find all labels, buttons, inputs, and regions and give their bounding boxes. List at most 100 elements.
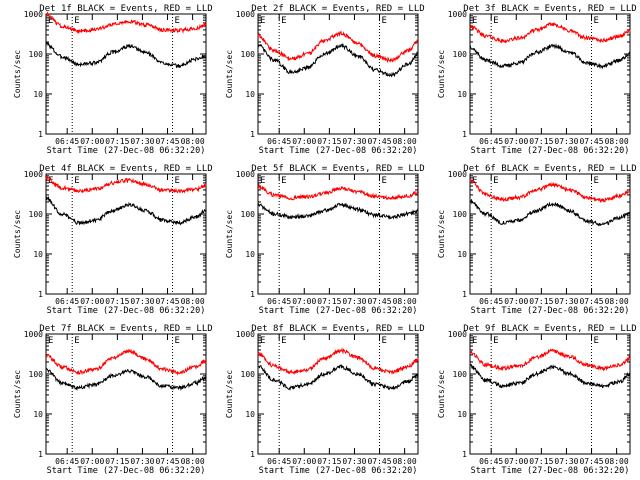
y-tick-label: 1 — [250, 290, 255, 299]
event-marker-label: E — [493, 176, 498, 186]
y-tick-label: 10 — [457, 250, 467, 259]
y-axis-label: Counts/sec — [225, 210, 234, 258]
x-axis-label: Start Time (27-Dec-08 06:32:20) — [471, 146, 630, 156]
panel-title: Det 3f BLACK = Events, RED = LLD — [463, 4, 636, 14]
panel-title: Det 5f BLACK = Events, RED = LLD — [251, 164, 424, 174]
x-tick-label: 07:30 — [554, 137, 578, 146]
start-marker-label: E — [48, 336, 53, 346]
x-tick-label: 07:45 — [155, 137, 179, 146]
x-tick-label: 07:15 — [105, 297, 129, 306]
y-axis-label: Counts/sec — [225, 370, 234, 418]
x-tick-label: 07:15 — [317, 137, 341, 146]
start-marker-label: E — [472, 16, 477, 26]
x-tick-label: 07:00 — [292, 457, 316, 466]
plot-frame — [469, 13, 631, 135]
lld-series-line — [257, 347, 419, 376]
x-tick-label: 08:00 — [393, 457, 417, 466]
y-tick-label: 10 — [245, 90, 255, 99]
y-tick-label: 1000 — [24, 10, 43, 19]
x-axis-label: Start Time (27-Dec-08 06:32:20) — [259, 306, 418, 316]
panel-title: Det 8f BLACK = Events, RED = LLD — [251, 324, 424, 334]
x-tick-label: 07:00 — [80, 457, 104, 466]
x-tick-label: 07:30 — [342, 137, 366, 146]
event-marker-label: E — [382, 176, 387, 186]
event-marker-label: E — [281, 336, 286, 346]
x-tick-label: 07:30 — [342, 457, 366, 466]
x-tick-label: 07:15 — [529, 297, 553, 306]
start-marker-label: E — [260, 336, 265, 346]
x-tick-label: 07:45 — [367, 297, 391, 306]
lld-series-line — [469, 178, 631, 203]
x-tick-label: 07:45 — [155, 457, 179, 466]
x-tick-label: 07:15 — [529, 137, 553, 146]
event-marker-label: E — [175, 16, 180, 26]
y-tick-label: 1 — [38, 290, 43, 299]
plot-frame — [257, 13, 419, 135]
events-series-line — [257, 43, 419, 78]
y-tick-label: 1 — [462, 130, 467, 139]
y-tick-label: 1000 — [236, 10, 255, 19]
lld-series-line — [45, 11, 207, 35]
y-tick-label: 10 — [457, 90, 467, 99]
y-tick-label: 100 — [453, 50, 468, 59]
y-tick-label: 1000 — [236, 170, 255, 179]
x-tick-label: 07:30 — [554, 297, 578, 306]
detector-panel-1: Det 1f BLACK = Events, RED = LLD 1 10 100 10… — [13, 4, 213, 156]
x-tick-label: 06:45 — [479, 457, 503, 466]
lld-series-line — [469, 348, 631, 372]
events-series-line — [45, 195, 207, 226]
y-tick-label: 1000 — [448, 330, 467, 339]
y-tick-label: 100 — [241, 370, 256, 379]
start-marker-label: E — [48, 16, 53, 26]
x-tick-label: 07:30 — [130, 137, 154, 146]
start-marker-label: E — [260, 16, 265, 26]
event-marker-label: E — [175, 336, 180, 346]
y-tick-label: 100 — [241, 50, 256, 59]
events-series-line — [45, 41, 207, 69]
x-tick-label: 07:15 — [317, 297, 341, 306]
y-tick-label: 100 — [29, 50, 44, 59]
y-tick-label: 10 — [33, 410, 43, 419]
x-tick-label: 06:45 — [55, 137, 79, 146]
x-tick-label: 07:00 — [292, 297, 316, 306]
y-tick-label: 100 — [29, 210, 44, 219]
y-tick-label: 10 — [33, 250, 43, 259]
x-tick-label: 07:45 — [579, 297, 603, 306]
detector-panel-4: Det 4f BLACK = Events, RED = LLD 1 10 100 10… — [13, 164, 213, 316]
x-tick-label: 07:45 — [367, 137, 391, 146]
event-marker-label: E — [281, 16, 286, 26]
x-axis-label: Start Time (27-Dec-08 06:32:20) — [47, 146, 206, 156]
event-marker-label: E — [382, 16, 387, 26]
lld-series-line — [469, 22, 631, 44]
y-tick-label: 100 — [453, 210, 468, 219]
y-axis-label: Counts/sec — [225, 50, 234, 98]
y-tick-label: 10 — [245, 250, 255, 259]
y-axis-label: Counts/sec — [13, 50, 22, 98]
x-tick-label: 07:00 — [504, 457, 528, 466]
lld-series-line — [257, 30, 419, 64]
start-marker-label: E — [260, 176, 265, 186]
y-axis-label: Counts/sec — [13, 210, 22, 258]
x-tick-label: 07:15 — [529, 457, 553, 466]
lld-series-line — [257, 182, 419, 201]
y-axis-label: Counts/sec — [437, 50, 446, 98]
events-series-line — [257, 202, 419, 220]
events-series-line — [45, 367, 207, 392]
event-marker-label: E — [493, 16, 498, 26]
x-tick-label: 06:45 — [267, 137, 291, 146]
x-tick-label: 07:45 — [155, 297, 179, 306]
panel-title: Det 2f BLACK = Events, RED = LLD — [251, 4, 424, 14]
detector-panel-9: Det 9f BLACK = Events, RED = LLD 1 10 100 10… — [437, 324, 637, 476]
y-tick-label: 1000 — [448, 170, 467, 179]
events-series-line — [469, 199, 631, 227]
plot-frame — [257, 173, 419, 295]
lld-series-line — [45, 348, 207, 376]
event-marker-label: E — [74, 336, 79, 346]
detector-panel-2: Det 2f BLACK = Events, RED = LLD 1 10 100 10… — [225, 4, 425, 156]
panel-title: Det 9f BLACK = Events, RED = LLD — [463, 324, 636, 334]
x-tick-label: 06:45 — [55, 297, 79, 306]
event-marker-label: E — [74, 176, 79, 186]
x-axis-label: Start Time (27-Dec-08 06:32:20) — [47, 306, 206, 316]
x-tick-label: 07:30 — [130, 457, 154, 466]
